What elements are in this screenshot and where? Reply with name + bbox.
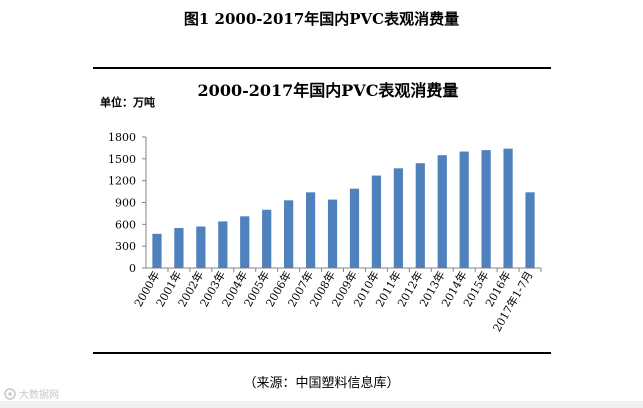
- watermark-text: 大数据网: [19, 390, 59, 401]
- y-tick-label: 600: [115, 218, 136, 231]
- bar: [174, 227, 184, 268]
- bar: [503, 148, 513, 268]
- y-tick-label: 300: [115, 240, 136, 253]
- y-ticks: 0 300 600 900 1200 1500 1800: [108, 131, 146, 275]
- bottom-rule: [93, 352, 551, 354]
- bar: [240, 216, 250, 268]
- y-tick-label: 1200: [108, 175, 136, 188]
- bar: [262, 209, 272, 268]
- watermark-logo-icon: [4, 388, 16, 400]
- y-tick-label: 1800: [108, 131, 136, 144]
- bar: [371, 175, 382, 268]
- bar: [196, 226, 206, 268]
- y-tick-label: 0: [129, 262, 136, 275]
- bar: [327, 199, 338, 268]
- y-tick-label: 900: [115, 197, 136, 210]
- unit-label: 单位：万吨: [100, 95, 155, 109]
- bar: [437, 155, 447, 268]
- top-rule: [93, 67, 551, 69]
- chart-title: 2000-2017年国内PVC表观消费量: [198, 81, 459, 100]
- bottom-band: [0, 401, 643, 408]
- y-tick-label: 1500: [108, 153, 136, 166]
- bar: [349, 188, 360, 268]
- bar: [525, 192, 535, 268]
- bar: [152, 233, 162, 268]
- x-ticks: 2000年2001年2002年2003年2004年2005年2006年2007年…: [131, 268, 542, 334]
- bar: [305, 192, 316, 268]
- source-note: （来源：中国塑料信息库）: [243, 376, 400, 391]
- bar: [415, 163, 425, 268]
- figure-caption: 图1 2000-2017年国内PVC表观消费量: [183, 10, 460, 28]
- bar: [459, 151, 469, 268]
- watermark: 大数据网: [4, 386, 59, 401]
- bar: [284, 200, 294, 268]
- bar: [393, 168, 403, 268]
- bar: [218, 221, 228, 268]
- bars: [152, 148, 535, 268]
- bar: [481, 150, 491, 268]
